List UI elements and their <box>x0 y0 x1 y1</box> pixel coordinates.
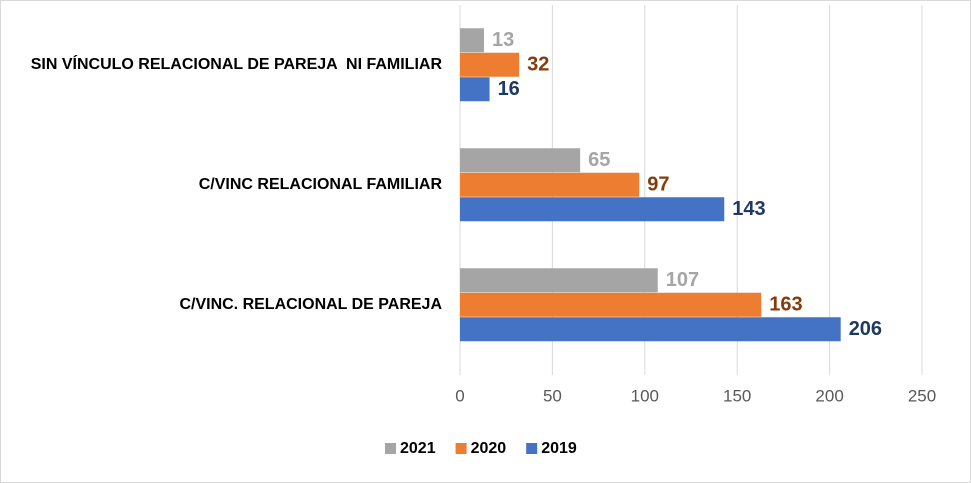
legend-swatch <box>526 443 538 454</box>
data-label: 32 <box>527 53 549 75</box>
bar <box>460 268 658 293</box>
x-tick-label: 200 <box>815 386 843 405</box>
bar <box>460 197 725 222</box>
x-tick-label: 250 <box>908 386 936 405</box>
bar <box>460 77 490 102</box>
data-label: 13 <box>492 29 514 51</box>
data-label: 16 <box>498 78 520 100</box>
data-label: 206 <box>849 318 882 340</box>
bar <box>460 292 762 317</box>
y-tick-label: SIN VÍNCULO RELACIONAL DE PAREJA NI FAMI… <box>12 35 442 95</box>
legend-swatch <box>455 443 467 454</box>
x-tick-label: 150 <box>723 386 751 405</box>
legend-swatch <box>385 443 396 454</box>
bar <box>460 317 841 342</box>
category-text: C/VINC. RELACIONAL DE PAREJA <box>179 296 442 313</box>
x-tick-label: 50 <box>543 386 562 405</box>
bar <box>460 148 581 173</box>
y-tick-label: C/VINC RELACIONAL FAMILIAR <box>12 155 442 215</box>
y-tick-label: C/VINC. RELACIONAL DE PAREJA <box>12 275 442 335</box>
data-label: 107 <box>666 269 699 291</box>
data-label: 143 <box>732 198 765 220</box>
bar <box>460 172 640 197</box>
bar <box>460 52 520 77</box>
data-label: 163 <box>769 293 802 315</box>
legend-label: 2020 <box>471 440 507 457</box>
legend-label: 2019 <box>541 440 577 457</box>
data-label: 65 <box>588 149 610 171</box>
x-tick-label: 0 <box>455 386 464 405</box>
legend-label: 2021 <box>400 440 436 457</box>
x-tick-label: 100 <box>631 386 659 405</box>
data-label: 97 <box>647 173 669 195</box>
bar <box>460 28 485 53</box>
category-text: C/VINC RELACIONAL FAMILIAR <box>198 176 442 193</box>
category-text: SIN VÍNCULO RELACIONAL DE PAREJA NI FAMI… <box>30 56 442 73</box>
